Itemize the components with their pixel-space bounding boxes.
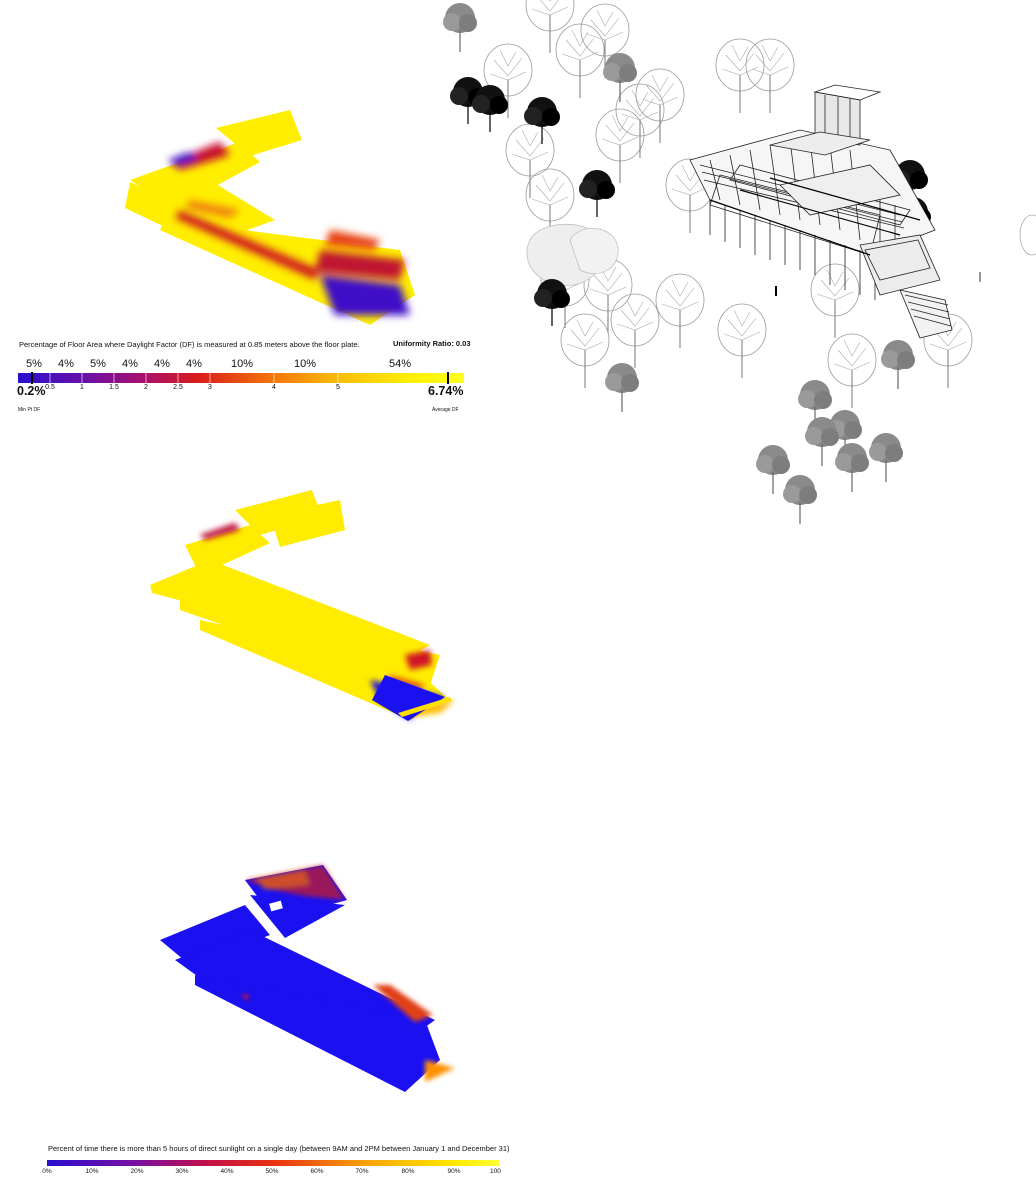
sunlight-scale-tick: 90% <box>447 1168 461 1175</box>
uniformity-ratio: Uniformity Ratio: 0.03 <box>393 339 471 348</box>
sunlight-scale-tick: 50% <box>265 1168 279 1175</box>
sunlight-color-scale <box>47 1160 499 1166</box>
df-distribution-value: 4% <box>122 358 138 370</box>
df-scale-tick: 4 <box>272 384 276 391</box>
df-distribution-value: 4% <box>154 358 170 370</box>
sunlight-scale-tick: 0% <box>42 1168 52 1175</box>
df-distribution-value: 5% <box>26 358 42 370</box>
df-distribution-value: 4% <box>186 358 202 370</box>
df-distribution-value: 5% <box>90 358 106 370</box>
daylight-factor-floor-plan <box>125 110 415 325</box>
df-scale-tick: 0.5 <box>45 384 55 391</box>
min-df-value: 0.2% <box>17 384 46 398</box>
sunlight-scale-tick: 80% <box>401 1168 415 1175</box>
min-df-label: Min Pt DF <box>18 407 41 413</box>
average-df-value: 6.74% <box>428 384 464 398</box>
df-scale-tick: 1.5 <box>109 384 119 391</box>
df-scale-tick: 2 <box>144 384 148 391</box>
sunlight-floor-plan <box>160 865 455 1092</box>
df-distribution-value: 10% <box>293 358 317 370</box>
df-distribution-value: 4% <box>58 358 74 370</box>
sunlight-scale-tick: 40% <box>220 1168 234 1175</box>
df-scale-tick: 2.5 <box>173 384 183 391</box>
df-scale-tick: 1 <box>80 384 84 391</box>
sunlight-scale-tick: 10% <box>85 1168 99 1175</box>
df-color-scale <box>18 372 464 384</box>
daylight-floor-plan-2 <box>150 490 455 721</box>
sunlight-scale-tick: 20% <box>130 1168 144 1175</box>
sunlight-scale-tick: 70% <box>355 1168 369 1175</box>
sunlight-scale-tick: 30% <box>175 1168 189 1175</box>
sunlight-scale-tick: 100 <box>490 1168 501 1175</box>
df-scale-tick: 3 <box>208 384 212 391</box>
sunlight-scale-tick: 60% <box>310 1168 324 1175</box>
axonometric-building-drawing <box>442 0 1036 525</box>
average-df-label: Average DF <box>432 407 459 413</box>
sunlight-caption: Percent of time there is more than 5 hou… <box>48 1144 510 1153</box>
df-distribution-value: 10% <box>230 358 254 370</box>
df-caption: Percentage of Floor Area where Daylight … <box>19 340 360 349</box>
df-distribution-value: 54% <box>388 358 412 370</box>
df-scale-tick: 5 <box>336 384 340 391</box>
